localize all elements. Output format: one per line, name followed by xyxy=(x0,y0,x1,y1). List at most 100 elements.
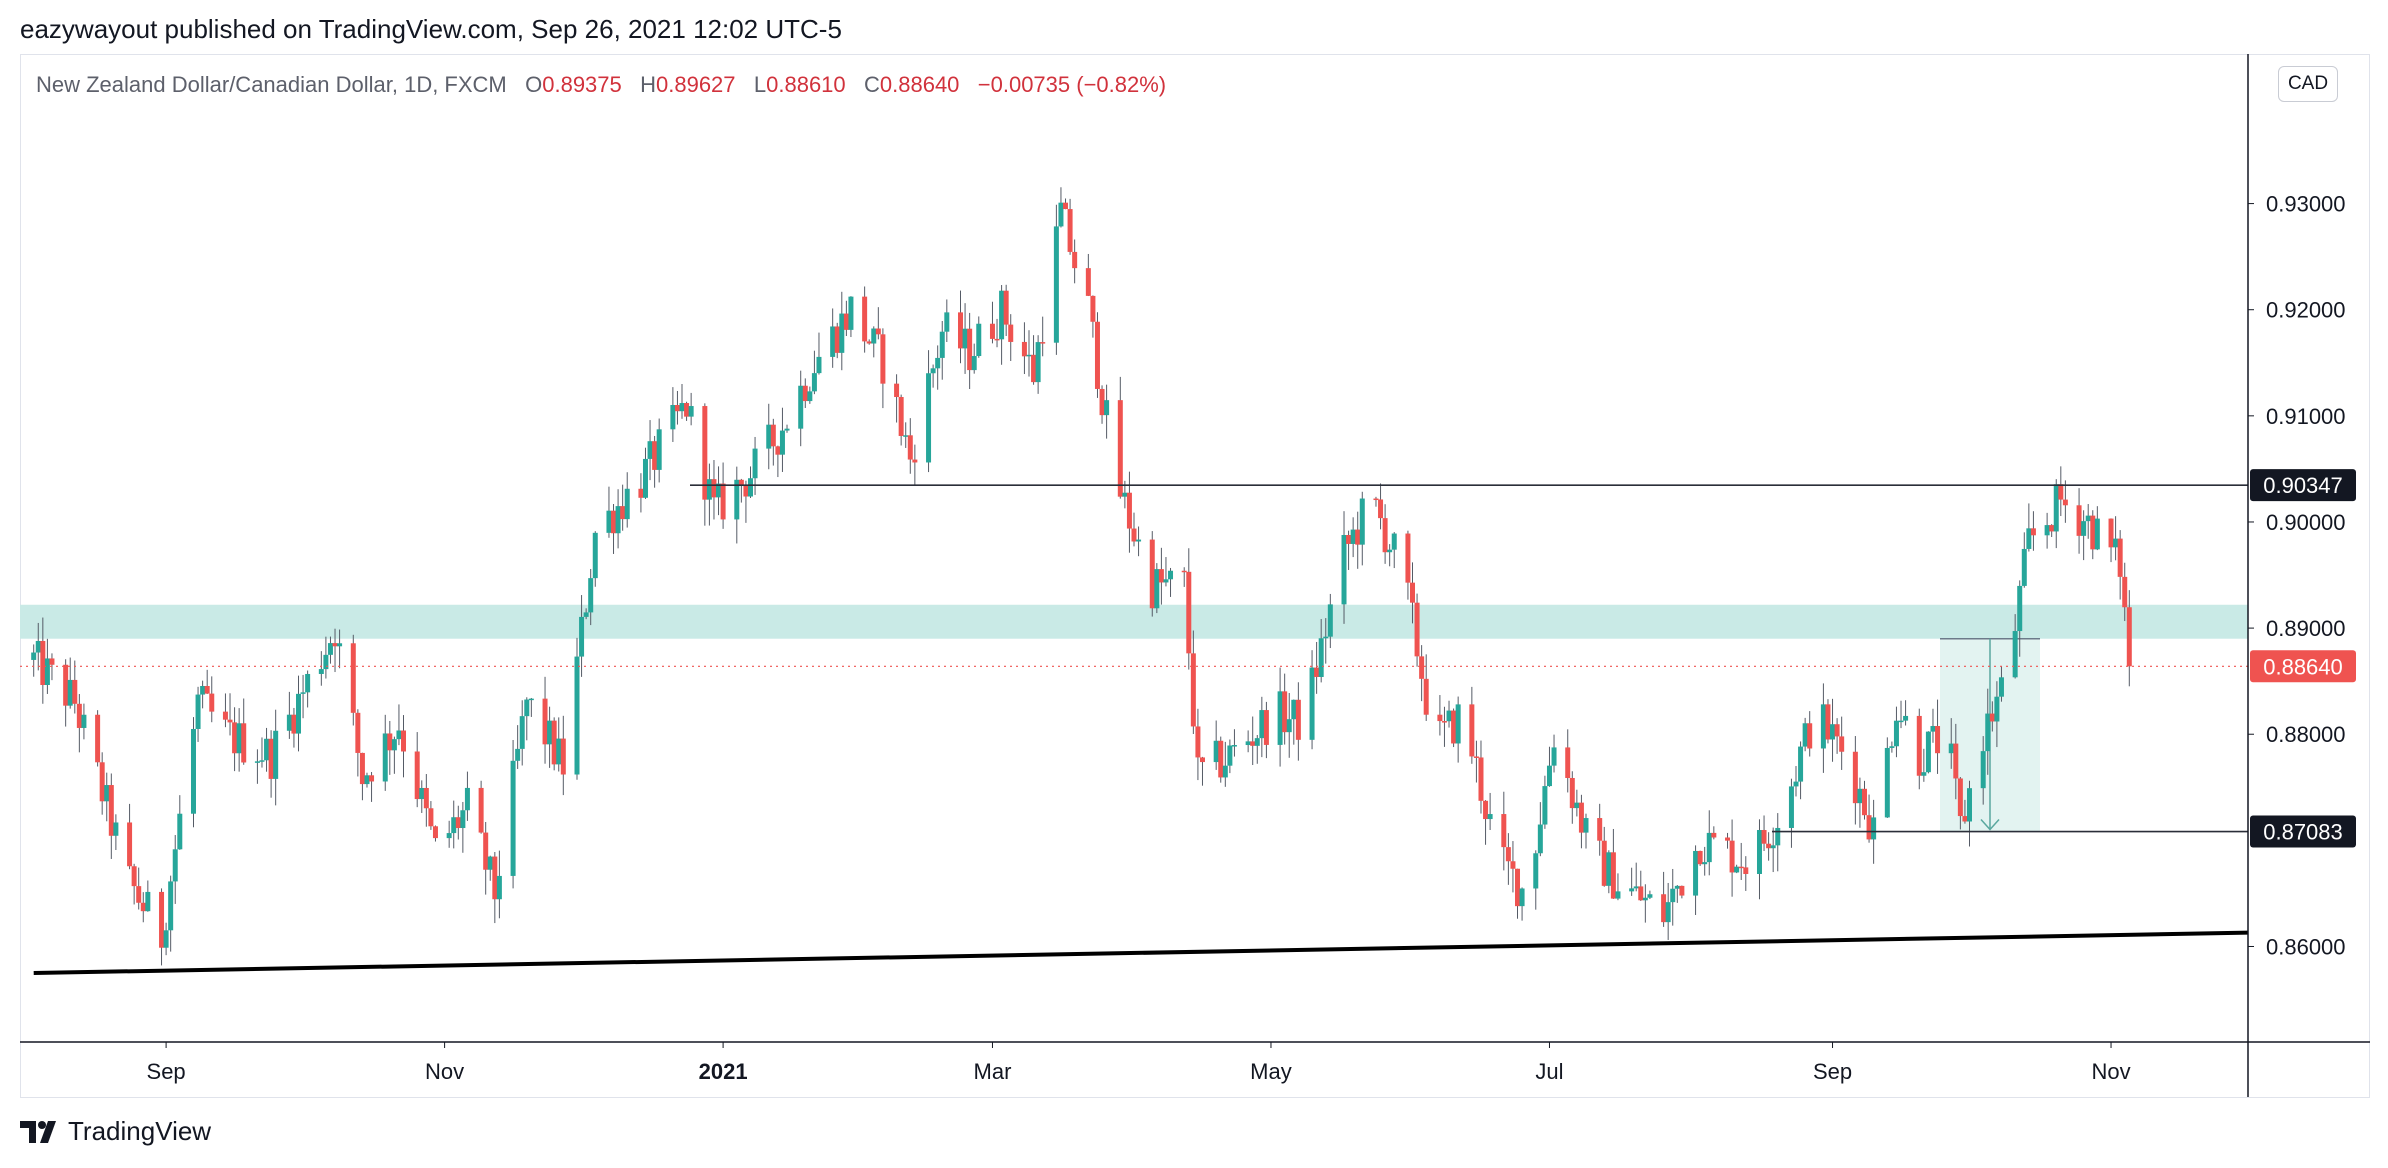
candle-body xyxy=(912,459,918,463)
candle-body xyxy=(679,403,685,412)
candle-body xyxy=(866,341,872,344)
candle-body xyxy=(355,712,361,753)
candle-body xyxy=(31,652,37,660)
candle-body xyxy=(2017,585,2023,632)
candle-body xyxy=(286,714,292,731)
candle-body xyxy=(1738,866,1744,869)
candle-body xyxy=(1967,788,1972,822)
candle-body xyxy=(1414,602,1420,657)
y-tick-label: 0.89000 xyxy=(2266,616,2346,641)
candle-body xyxy=(1373,498,1379,501)
candle-body xyxy=(638,488,644,498)
candle-body xyxy=(1263,710,1269,745)
tradingview-logo-icon xyxy=(20,1120,56,1143)
candle-body xyxy=(1231,745,1237,747)
candle-body xyxy=(747,478,753,497)
candle-body xyxy=(2058,484,2064,500)
candle-body xyxy=(81,714,87,728)
candle-body xyxy=(2085,515,2091,522)
candle-body xyxy=(1259,710,1265,739)
candle-body xyxy=(779,430,785,455)
candle-body xyxy=(1053,226,1059,343)
candle-body xyxy=(1962,816,1968,822)
candle-body xyxy=(1935,726,1941,754)
candle-body xyxy=(200,686,206,695)
candle-body xyxy=(1985,713,1991,752)
candle-body xyxy=(35,640,41,653)
candle-body xyxy=(1729,840,1735,873)
currency-button[interactable]: CAD xyxy=(2278,66,2338,102)
candle-body xyxy=(880,334,886,384)
candle-body xyxy=(428,808,434,827)
candle-body xyxy=(702,406,708,500)
candle-body xyxy=(930,368,936,374)
candle-body xyxy=(939,331,945,358)
candle-body xyxy=(839,313,845,353)
candle-body xyxy=(72,679,78,704)
candle-body xyxy=(291,714,297,734)
target-marker-label: 0.87083 xyxy=(2263,820,2343,845)
candle-body xyxy=(875,328,881,335)
candle-body xyxy=(1003,290,1009,325)
candle-body xyxy=(387,733,393,751)
candle-body xyxy=(2122,576,2128,608)
candle-body xyxy=(1008,324,1014,342)
candle-body xyxy=(401,730,407,752)
candle-body xyxy=(323,654,329,670)
candle-body xyxy=(989,323,995,339)
candle-body xyxy=(547,720,553,745)
candle-body xyxy=(976,323,982,357)
candle-body xyxy=(1163,579,1169,583)
x-tick-label: May xyxy=(1250,1059,1292,1084)
candle-body xyxy=(1998,677,2004,697)
candle-body xyxy=(2049,525,2055,532)
candle-body xyxy=(802,385,808,402)
candle-body xyxy=(1629,888,1635,892)
candle-body xyxy=(63,664,69,706)
candle-body xyxy=(305,673,311,693)
candle-body xyxy=(432,826,438,839)
candle-body xyxy=(1254,738,1260,746)
support-trendline xyxy=(33,930,2249,976)
candle-body xyxy=(1190,653,1196,727)
low-label: L xyxy=(753,72,767,97)
candle-body xyxy=(1487,814,1493,820)
candle-body xyxy=(204,686,210,694)
candle-body xyxy=(1117,400,1123,497)
x-tick-label: Nov xyxy=(425,1059,464,1084)
candle-body xyxy=(273,730,279,779)
candle-body xyxy=(652,441,658,470)
candle-body xyxy=(460,810,466,829)
candle-body xyxy=(1058,202,1064,227)
candle-body xyxy=(1473,756,1479,758)
candle-body xyxy=(1031,354,1037,383)
candle-body xyxy=(1857,788,1863,804)
candle-body xyxy=(1186,571,1192,654)
candle-body xyxy=(894,383,900,398)
candle-body xyxy=(798,385,804,429)
candle-body xyxy=(542,698,548,745)
candle-body xyxy=(1213,740,1219,763)
candle-body xyxy=(528,698,534,701)
candle-body xyxy=(1994,696,2000,722)
symbol-legend: New Zealand Dollar/Canadian Dollar, 1D, … xyxy=(36,72,1166,98)
target-marker-bg xyxy=(2250,815,2356,848)
candle-body xyxy=(49,658,55,665)
tradingview-brand[interactable]: TradingView xyxy=(20,1116,211,1147)
candle-body xyxy=(232,722,238,754)
candle-body xyxy=(1798,746,1804,782)
candle-body xyxy=(1286,719,1292,733)
candle-body xyxy=(1350,529,1356,544)
candle-body xyxy=(1318,638,1324,677)
candle-body xyxy=(1441,721,1447,723)
candle-body xyxy=(711,479,717,498)
candle-body xyxy=(131,866,137,887)
candle-body xyxy=(419,787,425,800)
candle-body xyxy=(830,326,836,357)
candle-body xyxy=(1099,388,1105,416)
candle-body xyxy=(2026,528,2032,549)
candle-body xyxy=(1072,251,1078,269)
candle-body xyxy=(99,762,105,802)
candle-body xyxy=(1446,710,1452,722)
